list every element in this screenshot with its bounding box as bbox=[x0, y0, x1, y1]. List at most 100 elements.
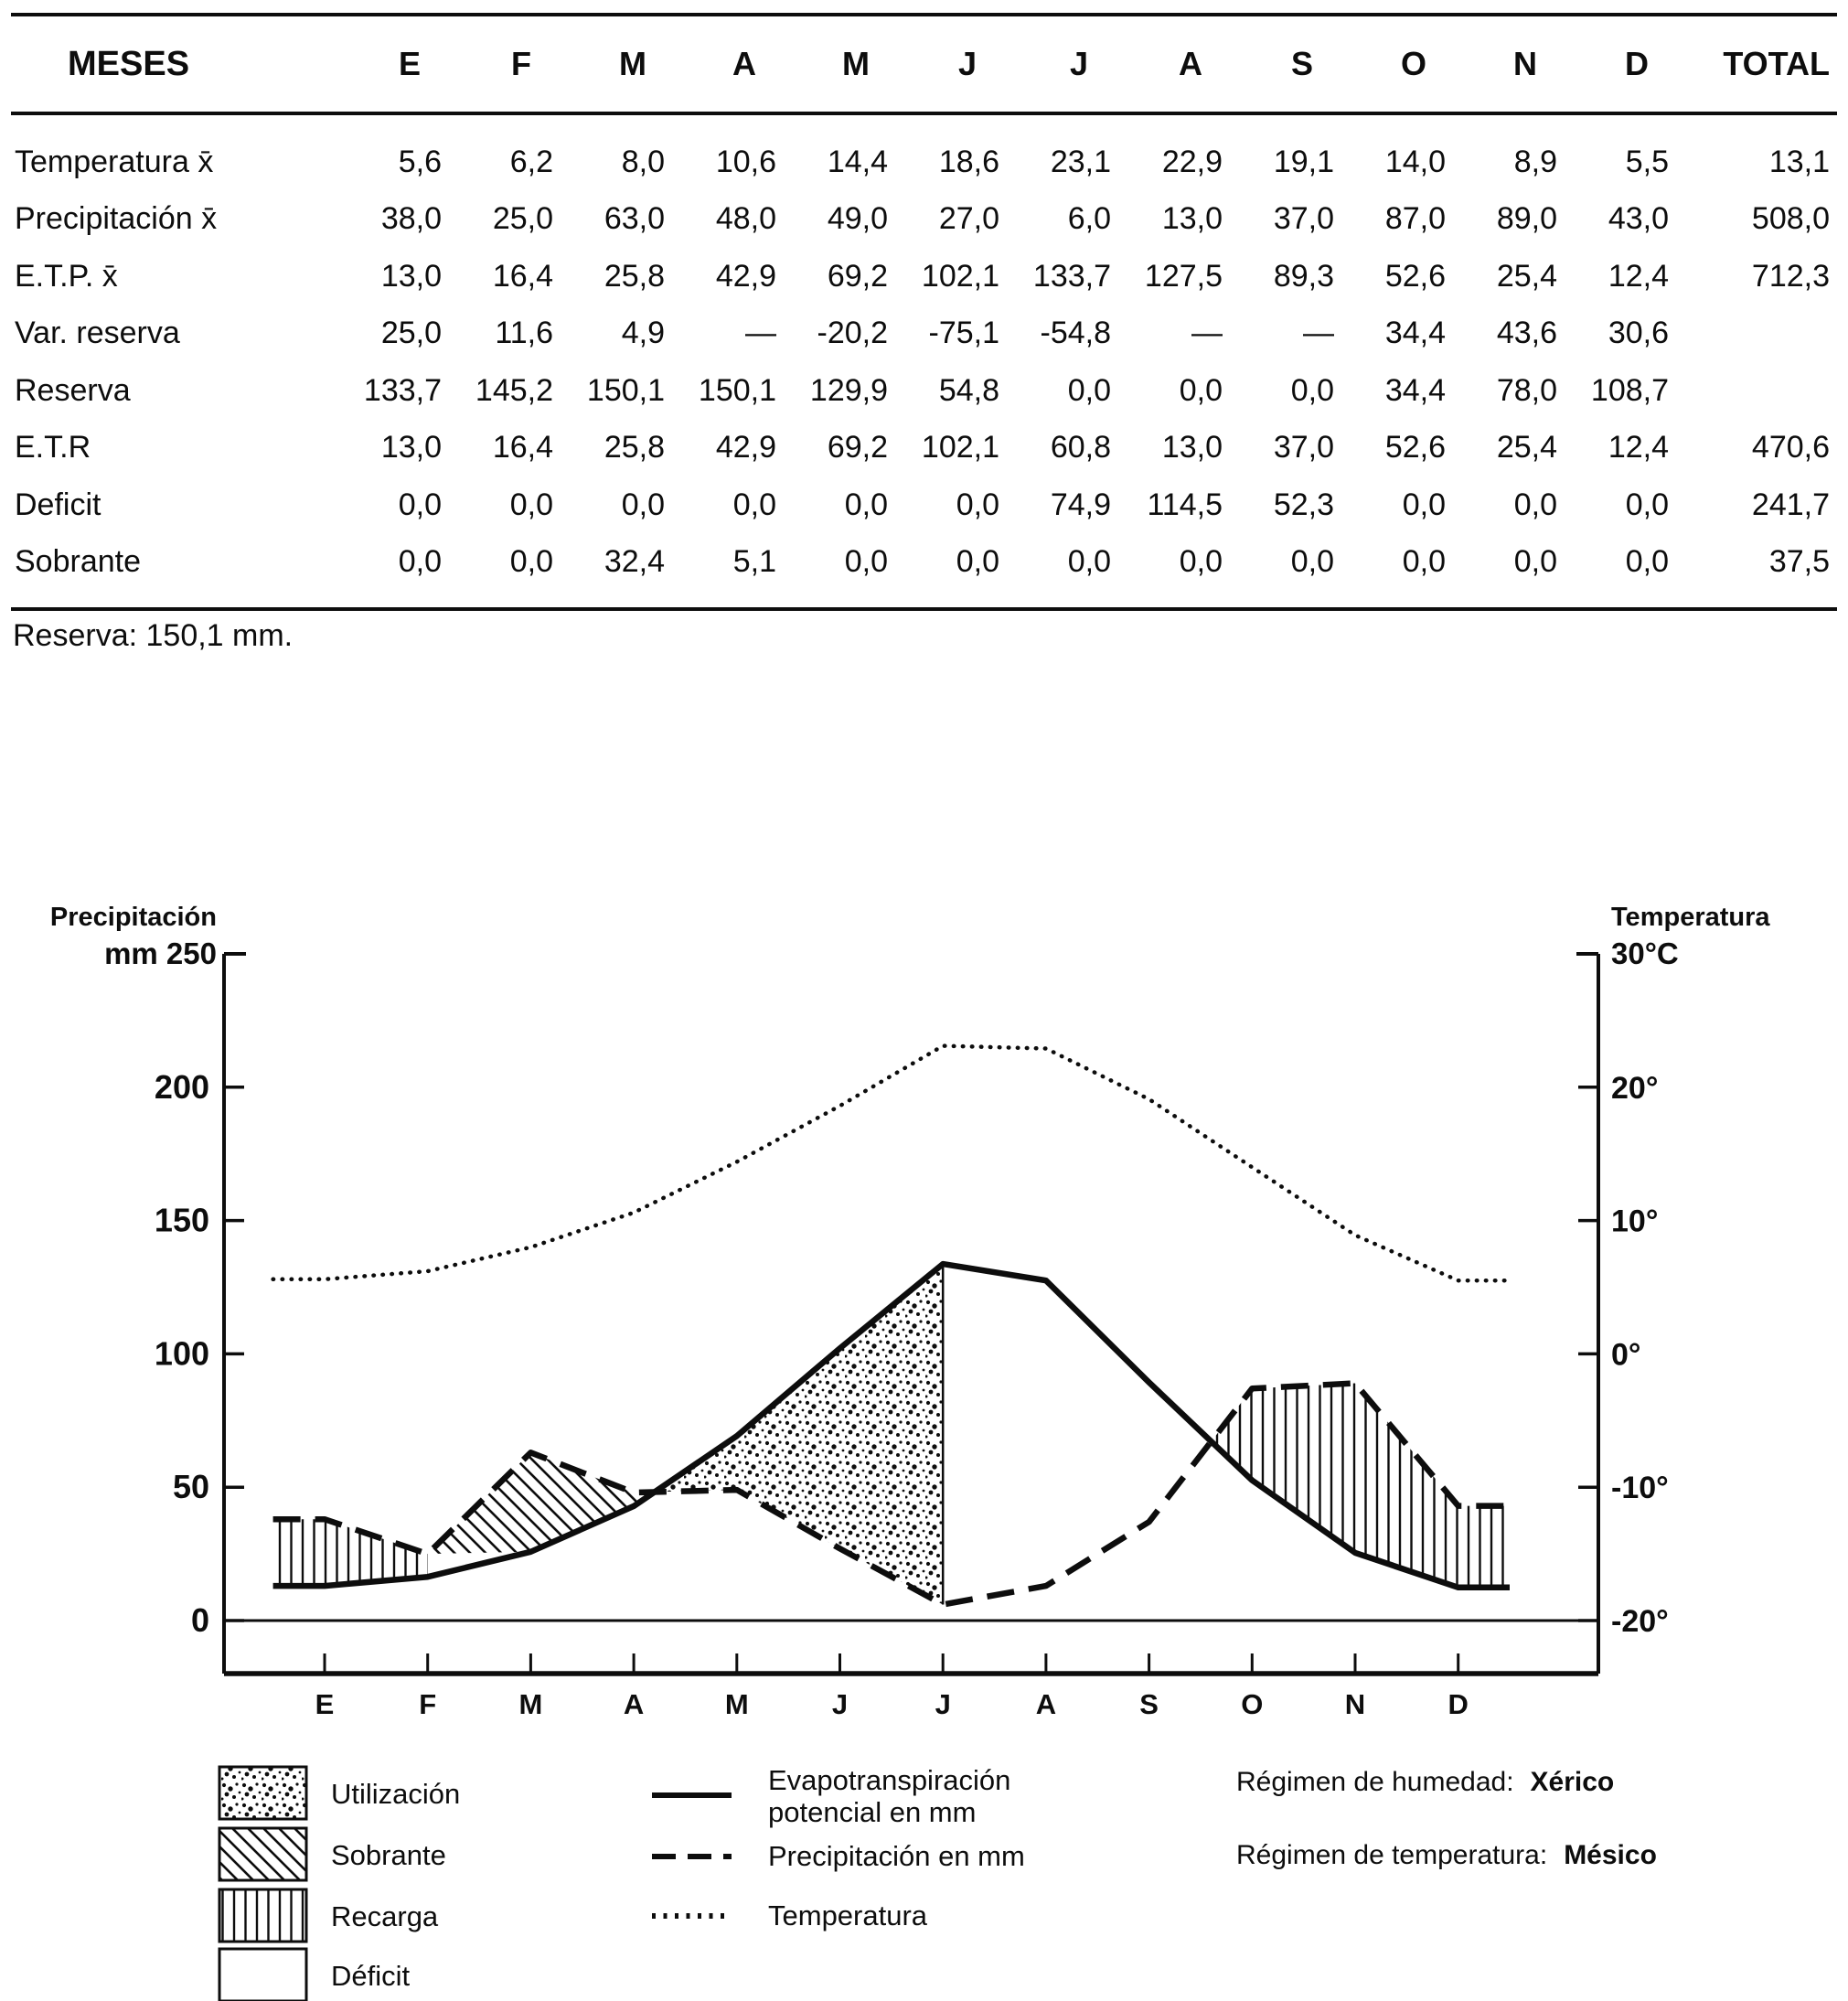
table-row: E.T.R 13,0 16,4 25,8 42,9 69,2 102,1 60,8 13,0 37… bbox=[11, 420, 1837, 477]
regimen-value: Mésico bbox=[1564, 1840, 1657, 1870]
table-cell: — bbox=[1303, 316, 1334, 351]
temperature-tick-label: 0° bbox=[1611, 1337, 1641, 1372]
table-cell: 69,2 bbox=[827, 258, 888, 294]
table-cell: 0,0 bbox=[1513, 487, 1557, 522]
table-cell: 127,5 bbox=[1144, 258, 1223, 294]
table-cell: 43,0 bbox=[1608, 201, 1669, 237]
month-label: E bbox=[315, 1688, 335, 1720]
table-cell: 5,6 bbox=[398, 144, 442, 179]
table-cell: 16,4 bbox=[492, 430, 553, 465]
temperature-axis-title: Temperatura bbox=[1611, 903, 1770, 932]
regimen-text: Régimen de temperatura: Mésico bbox=[1236, 1840, 1657, 1870]
regimen-label: Régimen de humedad: bbox=[1236, 1767, 1514, 1797]
table-cell: 34,4 bbox=[1384, 316, 1446, 351]
table-cell: 102,1 bbox=[921, 430, 999, 465]
table-cell: 52,6 bbox=[1384, 258, 1446, 294]
table-row: Reserva 133,7 145,2 150,1 150,1 129,9 54,8 0,0 0… bbox=[11, 362, 1837, 420]
table-cell: 10,6 bbox=[715, 144, 776, 179]
water-balance-table: MESES E F M A M J J A S O N D TOTAL Temperatura x̄ 5,6… bbox=[11, 13, 1837, 611]
column-header: TOTAL bbox=[1723, 45, 1830, 82]
row-total: 13,1 bbox=[1768, 144, 1830, 179]
table-cell: 69,2 bbox=[827, 430, 888, 465]
precipitation-tick-label: 100 bbox=[155, 1334, 209, 1372]
table-cell: 0,0 bbox=[621, 487, 665, 522]
row-label: Deficit bbox=[15, 487, 101, 522]
month-label: J bbox=[832, 1688, 848, 1720]
table-cell: -75,1 bbox=[928, 316, 1000, 351]
month-label: S bbox=[1139, 1688, 1159, 1720]
regimen-text: Régimen de humedad: Xérico bbox=[1236, 1767, 1614, 1797]
legend-label: Precipitación en mm bbox=[768, 1840, 1025, 1872]
table-cell: 30,6 bbox=[1608, 316, 1669, 351]
table-cell: 11,6 bbox=[495, 316, 553, 351]
dots-swatch bbox=[218, 1765, 308, 1821]
table-cell: 114,5 bbox=[1147, 487, 1223, 522]
table-cell: 25,4 bbox=[1496, 430, 1557, 465]
legend-label: Temperatura bbox=[768, 1899, 928, 1931]
legend-label: Utilización bbox=[331, 1778, 460, 1810]
temperature-axis-unit: 30°C bbox=[1611, 936, 1679, 970]
column-header: MESES bbox=[68, 44, 190, 83]
table-cell: 25,4 bbox=[1496, 258, 1557, 294]
month-label: J bbox=[935, 1688, 951, 1720]
table-cell: 18,6 bbox=[938, 144, 999, 179]
table-cell: 78,0 bbox=[1496, 372, 1557, 408]
table-cell: 19,1 bbox=[1273, 144, 1334, 179]
table-cell: 133,7 bbox=[1032, 258, 1111, 294]
table-cell: 37,0 bbox=[1273, 201, 1334, 237]
temperature-axis: 20° 10° 0° -10° -20° Temperatura 30°C bbox=[1578, 903, 1770, 1639]
row-total: 470,6 bbox=[1751, 430, 1830, 465]
legend-line-item: Temperatura bbox=[652, 1899, 928, 1931]
table-cell: 13,0 bbox=[1161, 430, 1223, 465]
table-cell: 0,0 bbox=[1625, 544, 1669, 580]
table-body: Temperatura x̄ 5,6 6,2 8,0 10,6 14,4 18,6 23,1 2… bbox=[11, 115, 1837, 607]
month-label: O bbox=[1241, 1688, 1263, 1720]
temperature-tick-label: -10° bbox=[1611, 1471, 1669, 1505]
table-cell: 0,0 bbox=[509, 544, 553, 580]
precipitation-tick-label: 0 bbox=[191, 1601, 209, 1639]
table-cell: 0,0 bbox=[1625, 487, 1669, 522]
table-row: Temperatura x̄ 5,6 6,2 8,0 10,6 14,4 18,6 23,1 2… bbox=[11, 134, 1837, 191]
month-label: M bbox=[725, 1688, 749, 1720]
table-cell: 0,0 bbox=[398, 487, 442, 522]
legend-label: Recarga bbox=[331, 1900, 439, 1932]
etp-curve bbox=[272, 1260, 1510, 1591]
table-row: E.T.P. x̄ 13,0 16,4 25,8 42,9 69,2 102,1 133,7 1… bbox=[11, 248, 1837, 305]
vertical-swatch bbox=[218, 1888, 308, 1943]
table-cell: 74,9 bbox=[1050, 487, 1111, 522]
column-header: M bbox=[842, 45, 870, 82]
precipitation-curve bbox=[272, 1380, 1510, 1608]
table-cell: 27,0 bbox=[938, 201, 999, 237]
legend-item-diagonal: Sobrante bbox=[218, 1826, 446, 1882]
temperature-tick-label: 20° bbox=[1611, 1071, 1658, 1106]
table-cell: 0,0 bbox=[1067, 372, 1111, 408]
table-cell: 22,9 bbox=[1161, 144, 1223, 179]
table-cell: 0,0 bbox=[844, 487, 888, 522]
table-cell: 0,0 bbox=[1513, 544, 1557, 580]
column-header: N bbox=[1513, 45, 1537, 82]
climograph: 200 150 100 50 0 Precipitación mm 250 20° 10° 0° -… bbox=[50, 903, 1770, 2001]
table-cell: 6,0 bbox=[1067, 201, 1111, 237]
column-header: E bbox=[398, 45, 421, 82]
table-cell: 0,0 bbox=[1179, 544, 1223, 580]
legend-label: Déficit bbox=[331, 1960, 411, 1992]
table-cell: 89,3 bbox=[1273, 258, 1334, 294]
row-label: Reserva bbox=[15, 372, 131, 408]
table-cell: 89,0 bbox=[1496, 201, 1557, 237]
legend-label: Sobrante bbox=[331, 1839, 446, 1871]
legend-label: potencial en mm bbox=[768, 1796, 976, 1828]
row-total: 712,3 bbox=[1751, 258, 1830, 294]
month-label: D bbox=[1448, 1688, 1469, 1720]
column-header: O bbox=[1400, 45, 1426, 82]
table-cell: 150,1 bbox=[586, 372, 665, 408]
table-cell: 25,0 bbox=[492, 201, 553, 237]
legend: Utilización Sobrante Recarga Déficit Evapotr… bbox=[218, 1764, 1025, 2001]
table-cell: 0,0 bbox=[398, 544, 442, 580]
table-cell: 0,0 bbox=[956, 487, 999, 522]
regimen-value: Xérico bbox=[1531, 1767, 1615, 1797]
table-cell: 12,4 bbox=[1608, 430, 1669, 465]
row-label: Var. reserva bbox=[15, 316, 180, 351]
table-cell: 32,4 bbox=[604, 544, 665, 580]
table-cell: 63,0 bbox=[604, 201, 665, 237]
